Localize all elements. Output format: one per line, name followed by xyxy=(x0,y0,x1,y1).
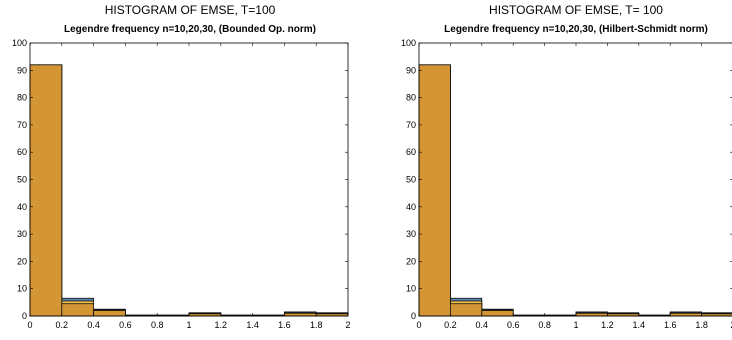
y-tick-label: 80 xyxy=(17,93,27,103)
plot-area: 0 10 20 30 40 50 60 70 80 90 100 0 0.2 0.4 0.6 0.8 1 1.2 1… xyxy=(401,38,732,330)
chart-subtitle: Legendre frequency n=10,20,30, (Hilbert-… xyxy=(444,24,708,35)
x-tick-label: 1.2 xyxy=(215,320,228,330)
axes-frame xyxy=(418,42,732,317)
histogram-bar xyxy=(61,303,94,317)
y-tick-label: 50 xyxy=(406,175,416,185)
x-tick-label: 1.8 xyxy=(310,320,323,330)
x-tick-label: 0.2 xyxy=(444,320,457,330)
y-tick-label: 0 xyxy=(22,311,27,321)
y-tick-label: 30 xyxy=(406,229,416,239)
histogram-panel-hilbert-schmidt-norm: HISTOGRAM OF EMSE, T= 100 Legendre frequ… xyxy=(401,3,732,330)
histogram-bar xyxy=(575,312,608,317)
y-tick-label: 10 xyxy=(406,284,416,294)
x-tick-label: 0.2 xyxy=(56,320,69,330)
y-tick-label: 90 xyxy=(406,65,416,75)
x-tick-label: 0 xyxy=(27,320,32,330)
y-tick-label: 70 xyxy=(406,120,416,130)
y-tick-label: 40 xyxy=(17,202,27,212)
histogram-bar xyxy=(283,312,317,317)
x-tick-label: 0.8 xyxy=(151,320,164,330)
y-tick-label: 100 xyxy=(12,38,27,48)
x-tick-label: 1.8 xyxy=(695,320,708,330)
y-tick-label: 90 xyxy=(17,65,27,75)
y-tick-label: 30 xyxy=(17,229,27,239)
histogram-bar xyxy=(93,310,126,317)
y-tick-label: 50 xyxy=(17,175,27,185)
x-tick-label: 1.6 xyxy=(278,320,291,330)
x-tick-label: 0 xyxy=(416,320,421,330)
histogram-bar xyxy=(418,64,451,317)
x-tick-label: 1.2 xyxy=(601,320,614,330)
y-tick-label: 10 xyxy=(17,284,27,294)
x-tick-label: 2 xyxy=(345,320,350,330)
y-tick-label: 20 xyxy=(406,256,416,266)
y-tick-label: 20 xyxy=(17,256,27,266)
y-tick-label: 70 xyxy=(17,120,27,130)
plot-area: 0 10 20 30 40 50 60 70 80 90 100 0 0.2 0.4 0.6 0.8 1 1.2 1… xyxy=(12,38,351,330)
x-tick-label: 2 xyxy=(730,320,732,330)
y-tick-label: 60 xyxy=(17,147,27,157)
histogram-panel-bounded-op-norm: HISTOGRAM OF EMSE, T=100 Legendre freque… xyxy=(12,3,351,330)
chart-title: HISTOGRAM OF EMSE, T= 100 xyxy=(489,3,663,17)
x-tick-label: 0.6 xyxy=(507,320,520,330)
x-tick-label: 0.4 xyxy=(87,320,100,330)
y-tick-label: 80 xyxy=(406,93,416,103)
x-tick-label: 1 xyxy=(186,320,191,330)
histogram-bar xyxy=(669,312,703,317)
chart-subtitle: Legendre frequency n=10,20,30, (Bounded … xyxy=(64,24,316,35)
x-tick-label: 1 xyxy=(573,320,578,330)
x-tick-label: 1.4 xyxy=(633,320,646,330)
x-tick-label: 0.4 xyxy=(476,320,489,330)
chart-title: HISTOGRAM OF EMSE, T=100 xyxy=(105,3,276,17)
axes-frame xyxy=(29,42,349,317)
x-tick-label: 0.6 xyxy=(119,320,132,330)
y-tick-label: 40 xyxy=(406,202,416,212)
y-tick-label: 100 xyxy=(401,38,416,48)
x-tick-label: 1.6 xyxy=(664,320,677,330)
x-tick-label: 1.4 xyxy=(246,320,259,330)
histogram-bar xyxy=(29,64,63,317)
y-tick-label: 0 xyxy=(411,311,416,321)
histogram-bar xyxy=(481,310,514,317)
x-tick-label: 0.8 xyxy=(538,320,551,330)
y-tick-label: 60 xyxy=(406,147,416,157)
histogram-bar xyxy=(449,303,483,317)
